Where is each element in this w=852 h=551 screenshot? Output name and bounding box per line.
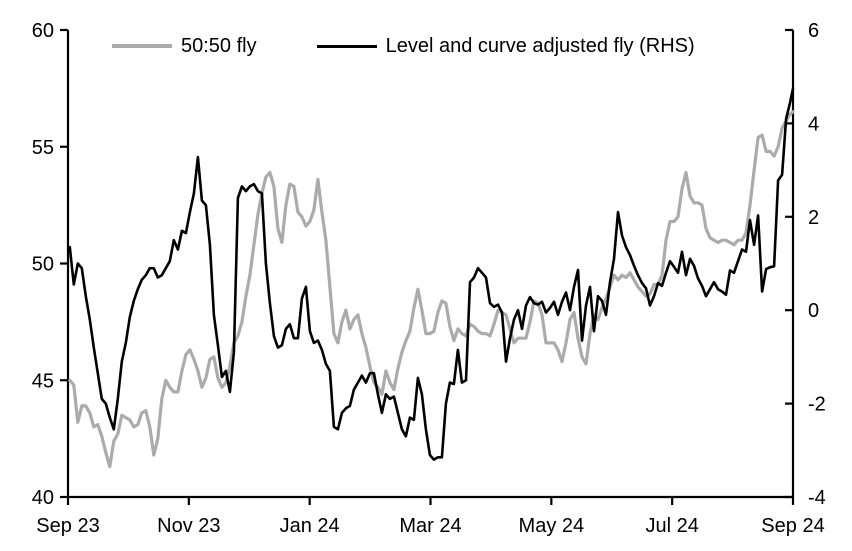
legend-line-sample-black — [316, 44, 377, 48]
x-axis-tick-label: Mar 24 — [399, 515, 461, 537]
right-axis-tick-label: -4 — [808, 487, 826, 509]
x-axis-tick-label: Sep 24 — [761, 515, 824, 537]
chart-legend: 50:50 fly Level and curve adjusted fly (… — [112, 33, 695, 59]
legend-item-50-50-fly: 50:50 fly — [112, 33, 257, 59]
series-line-level-and-curve-adjusted-fly-rhs- — [68, 87, 795, 461]
left-axis-tick-label: 60 — [32, 20, 54, 42]
legend-label-level-curve-adjusted-fly: Level and curve adjusted fly (RHS) — [385, 35, 695, 57]
x-axis-tick-label: Jul 24 — [645, 515, 698, 537]
left-axis-tick-label: 50 — [32, 254, 54, 276]
legend-label-50-50-fly: 50:50 fly — [181, 35, 257, 57]
x-axis-tick-label: Nov 23 — [157, 515, 220, 537]
x-axis-tick-label: Sep 23 — [36, 515, 99, 537]
right-axis-tick-label: -2 — [808, 394, 826, 416]
x-axis-tick-label: Jan 24 — [280, 515, 340, 537]
series-line-50-50-fly — [68, 110, 795, 469]
left-axis-tick-label: 55 — [32, 137, 54, 159]
right-axis-tick-label: 4 — [808, 113, 819, 135]
legend-item-level-curve-adjusted-fly: Level and curve adjusted fly (RHS) — [316, 33, 695, 59]
left-axis-tick-label: 40 — [32, 487, 54, 509]
right-axis-tick-label: 6 — [808, 20, 819, 42]
left-axis-tick-label: 45 — [32, 370, 54, 392]
x-axis-tick-label: May 24 — [519, 515, 585, 537]
right-axis-tick-label: 0 — [808, 300, 819, 322]
legend-line-sample-gray — [112, 44, 172, 48]
right-axis-tick-label: 2 — [808, 207, 819, 229]
